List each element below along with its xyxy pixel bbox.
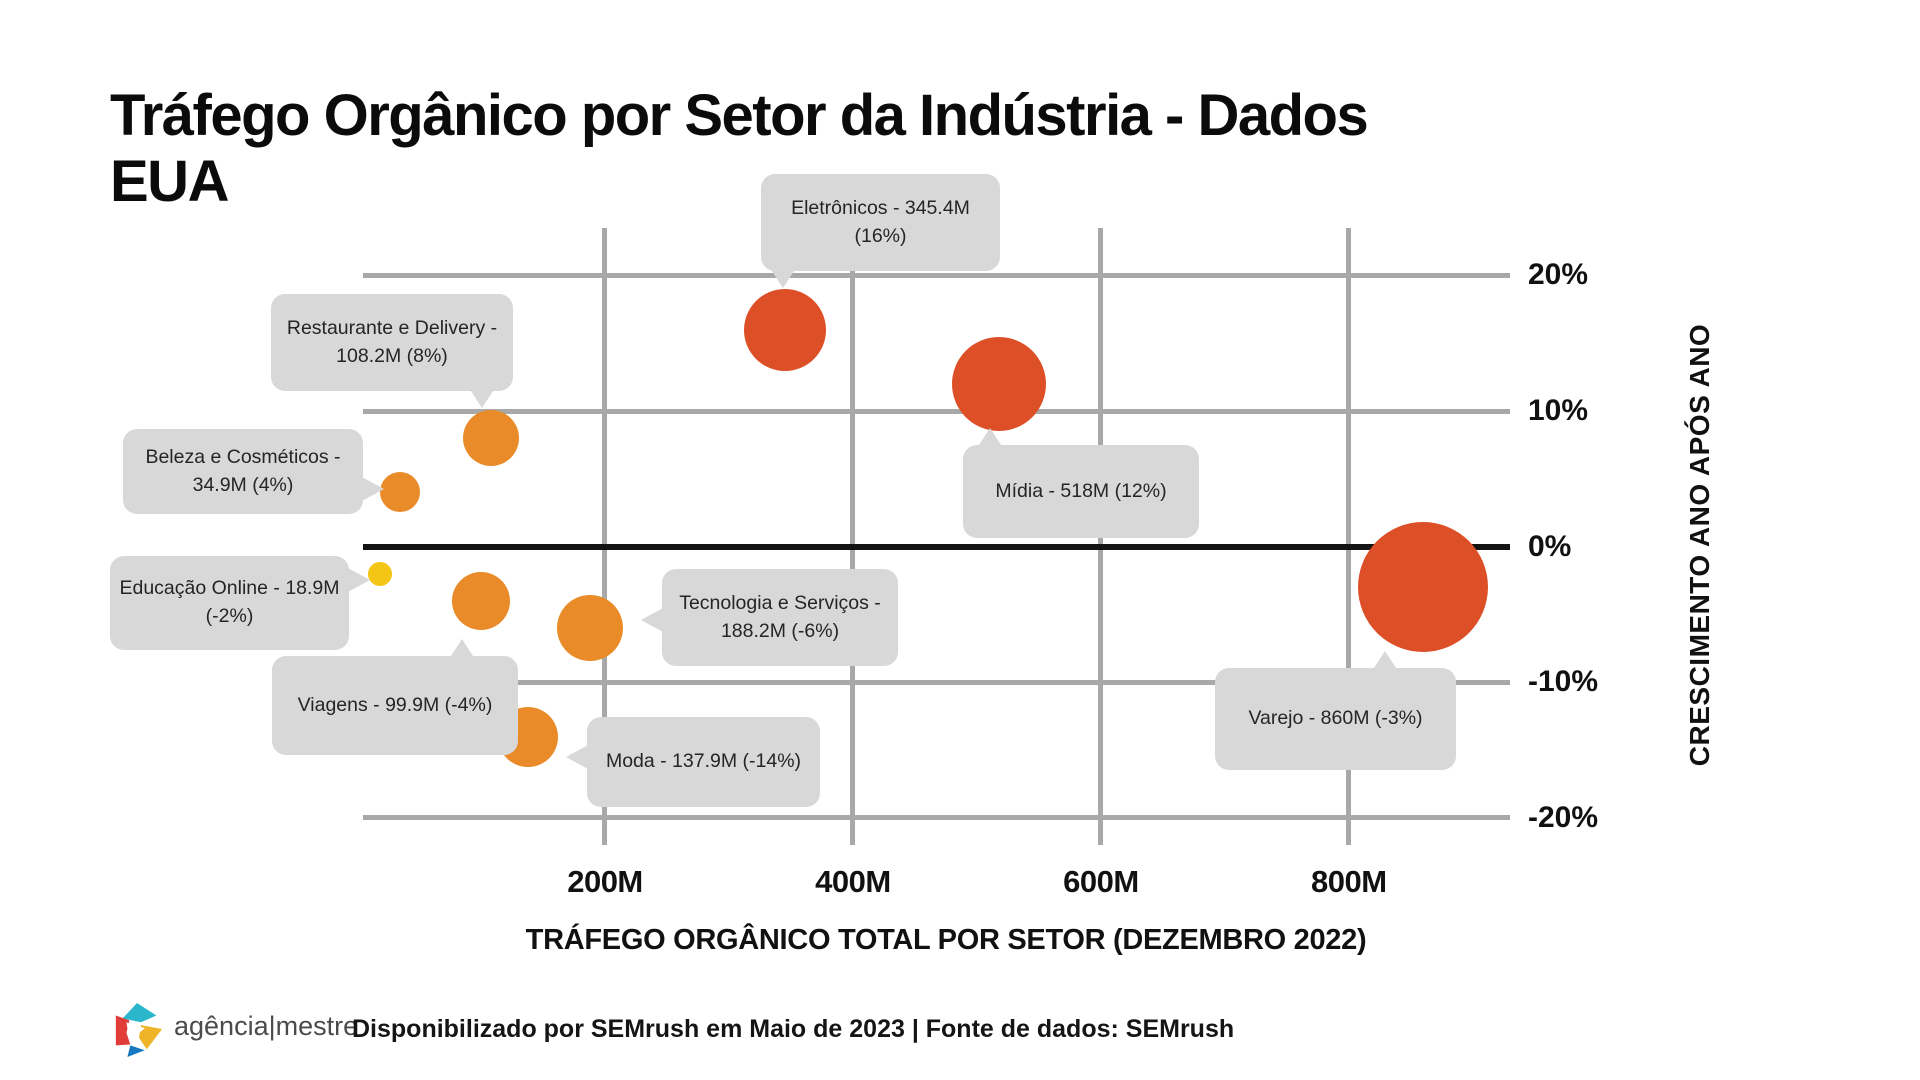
logo-text: agência|mestre — [174, 1011, 359, 1041]
callout-label: Mídia - 518M (12%) — [963, 445, 1199, 538]
callout-text-line: 108.2M (8%) — [336, 344, 448, 367]
agencia-mestre-logo-icon — [115, 1003, 163, 1057]
source-attribution-text: Disponibilizado por SEMrush em Maio de 2… — [352, 1015, 1235, 1043]
callout-pointer — [346, 567, 370, 593]
x-tick-label: 800M — [1311, 864, 1387, 899]
x-gridline — [850, 228, 856, 845]
bubble-viagens — [451, 571, 510, 630]
x-tick-label: 600M — [1063, 864, 1139, 899]
callout-label: Beleza e Cosméticos - 34.9M (4%) — [123, 429, 363, 514]
callout-pointer — [469, 388, 495, 408]
x-tick-label: 400M — [815, 864, 891, 899]
x-gridline — [1346, 228, 1352, 845]
callout-pointer — [360, 476, 384, 502]
zero-growth-line — [363, 543, 1510, 550]
bubble-educacao-online — [368, 561, 393, 586]
bubble-tecnologia-e-servicos — [557, 595, 624, 662]
callout-label: Moda - 137.9M (-14%) — [587, 717, 820, 807]
y-tick-label: 20% — [1528, 258, 1589, 292]
callout-label: Restaurante e Delivery - 108.2M (8%) — [271, 294, 513, 391]
x-axis-title: TRÁFEGO ORGÂNICO TOTAL POR SETOR (DEZEMB… — [525, 924, 1367, 956]
callout-label: Tecnologia e Serviços - 188.2M (-6%) — [662, 569, 898, 666]
callout-text-line: Varejo - 860M (-3%) — [1248, 707, 1423, 730]
callout-label: Educação Online - 18.9M (-2%) — [110, 556, 349, 650]
x-tick-label: 200M — [567, 864, 643, 899]
y-gridline — [363, 272, 1510, 278]
footer: agência|mestre Disponibilizado por SEMru… — [0, 995, 1920, 1065]
y-axis-title: CRESCIMENTO ANO APÓS ANO — [1684, 323, 1715, 767]
callout-pointer — [770, 268, 796, 288]
callout-text-line: Restaurante e Delivery - — [286, 316, 498, 339]
bubble-varejo — [1358, 522, 1489, 653]
y-tick-label: 10% — [1528, 394, 1589, 428]
callout-text-line: Viagens - 99.9M (-4%) — [297, 693, 493, 716]
callout-text-line: (-2%) — [205, 605, 254, 627]
y-tick-label: -10% — [1528, 665, 1599, 699]
callout-text-line: Moda - 137.9M (-14%) — [605, 750, 802, 773]
callout-text-line: 34.9M (4%) — [192, 473, 294, 496]
bubble-eletronicos — [744, 288, 827, 371]
callout-text-line: Tecnologia e Serviços - — [679, 591, 881, 614]
y-gridline — [363, 408, 1510, 414]
callout-text-line: Beleza e Cosméticos - — [145, 445, 341, 468]
bubble-midia — [952, 336, 1047, 431]
callout-text-line: Mídia - 518M (12%) — [995, 479, 1167, 502]
page-title-line-2: EUA — [110, 148, 229, 214]
callout-label: Varejo - 860M (-3%) — [1215, 668, 1456, 770]
callout-label: Eletrônicos - 345.4M (16%) — [761, 174, 1000, 271]
x-gridline — [602, 228, 608, 845]
callout-text-line: Eletrônicos - 345.4M — [791, 196, 970, 219]
y-tick-label: 0% — [1528, 529, 1572, 563]
bubble-beleza-e-cosmeticos — [380, 472, 421, 513]
callout-label: Viagens - 99.9M (-4%) — [272, 656, 518, 755]
callout-pointer — [449, 639, 475, 659]
callout-pointer — [977, 428, 1003, 448]
callout-text-line: (16%) — [854, 224, 907, 247]
callout-text-line: Educação Online - 18.9M — [119, 577, 340, 600]
y-gridline — [363, 815, 1510, 821]
page-title: Tráfego Orgânico por Setor da Indústria … — [110, 82, 1369, 215]
bubble-restaurante-e-delivery — [463, 410, 520, 467]
callout-pointer — [1372, 651, 1398, 671]
page-title-line-1: Tráfego Orgânico por Setor da Indústria … — [110, 82, 1369, 148]
y-tick-label: -20% — [1528, 800, 1599, 834]
callout-pointer — [566, 744, 590, 770]
callout-pointer — [641, 607, 665, 633]
y-gridline — [363, 679, 1510, 685]
callout-text-line: 188.2M (-6%) — [720, 619, 840, 642]
